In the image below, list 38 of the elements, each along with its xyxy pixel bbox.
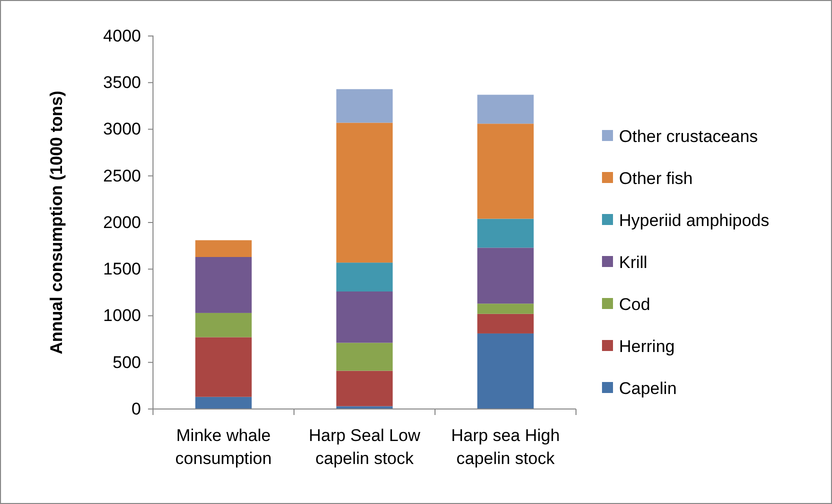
x-tick-label: Minke whale consumption (175, 426, 272, 468)
bar (195, 257, 252, 313)
legend-label: Cod (619, 295, 650, 314)
bar (477, 304, 534, 314)
legend-label: Other crustaceans (619, 127, 758, 146)
legend-label: Herring (619, 337, 675, 356)
bar (477, 124, 534, 219)
bar (195, 240, 252, 257)
y-tick-label: 2000 (103, 212, 141, 232)
legend-label: Capelin (619, 379, 677, 398)
y-axis-title: Annual consumption (1000 tons) (47, 90, 66, 354)
bar (336, 122, 393, 263)
y-tick-label: 1000 (103, 306, 141, 326)
legend-label: Hyperiid amphipods (619, 211, 770, 230)
x-tick-label: Harp sea High capelin stock (451, 426, 560, 468)
y-tick-label: 1500 (103, 260, 141, 279)
bar (477, 314, 534, 334)
bar (195, 312, 252, 338)
legend-label: Other fish (619, 169, 693, 188)
y-tick-label: 500 (112, 352, 141, 372)
bar (336, 342, 393, 371)
y-tick-label: 0 (132, 399, 141, 418)
bar (336, 262, 393, 292)
x-tick-label: Harp Seal Low capelin stock (308, 426, 421, 468)
y-tick-label: 2500 (103, 166, 141, 186)
bar (477, 218, 534, 248)
bar (336, 89, 393, 123)
bar (195, 337, 252, 397)
bar (477, 333, 534, 409)
bar (336, 370, 393, 406)
bar (336, 292, 393, 343)
bar (477, 248, 534, 304)
y-tick-label: 3000 (103, 120, 141, 139)
bar (195, 396, 252, 409)
legend-label: Krill (619, 253, 648, 272)
bar (477, 94, 534, 124)
y-tick-label: 4000 (103, 26, 141, 46)
y-tick-label: 3500 (103, 73, 141, 92)
